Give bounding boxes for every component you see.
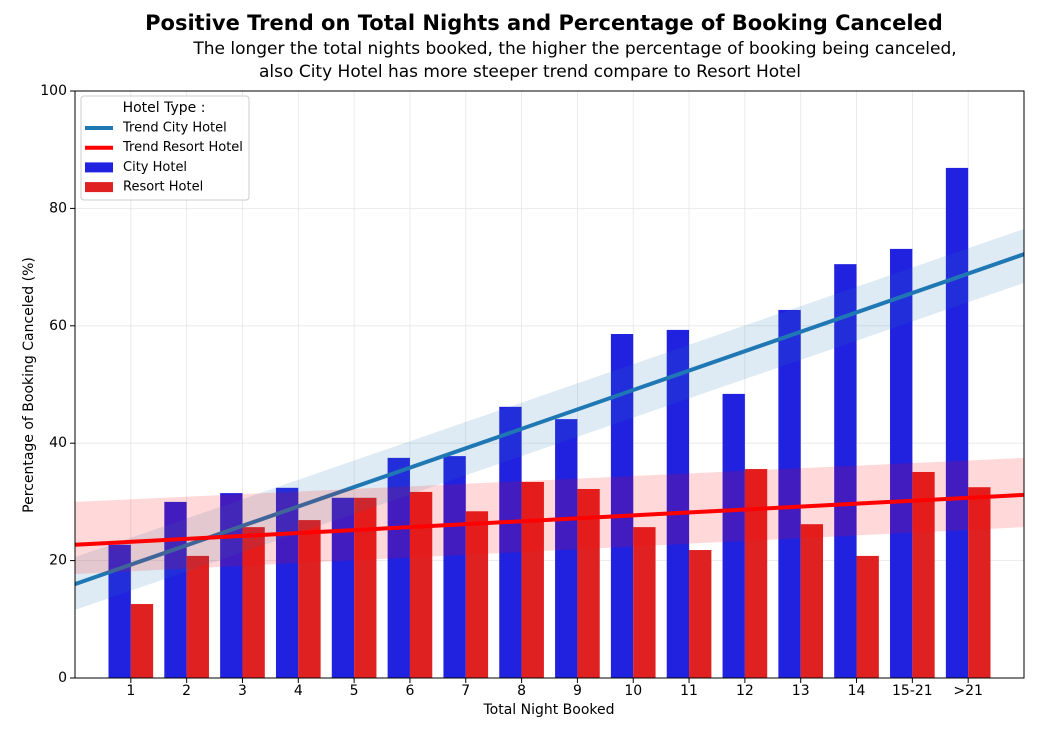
trend-line [74,252,1025,586]
bar [912,471,935,678]
legend-label: Trend City Hotel [122,121,227,136]
x-tick-label: 13 [792,683,810,699]
x-tick-label: 2 [182,683,191,699]
bar [890,248,913,678]
chart-title: Positive Trend on Total Nights and Perce… [145,11,943,35]
bar [130,604,154,678]
legend-title: Hotel Type : [123,100,206,116]
y-axis-label: Percentage of Booking Canceled (%) [21,257,37,513]
y-tick-label: 40 [49,435,67,451]
legend-swatch [85,162,113,173]
bar [220,493,243,678]
bar [800,524,824,678]
x-tick-label: 8 [517,683,526,699]
bar [834,264,857,678]
confidence-band [75,457,1024,575]
x-tick-label: 15-21 [892,683,933,699]
x-tick-label: 7 [461,683,470,699]
y-tick-label: 20 [49,553,67,569]
legend-label: Resort Hotel [123,180,203,195]
bar [945,167,969,678]
x-tick-label: 14 [848,683,866,699]
bar [968,487,991,678]
bar [856,555,879,678]
x-axis-label: Total Night Booked [482,702,614,718]
bar [722,393,745,678]
y-tick-label: 0 [58,670,67,686]
x-tick-label: 1 [126,683,135,699]
bar [610,334,634,678]
y-tick-label: 60 [49,318,67,334]
bar [521,481,544,678]
bar [331,497,355,678]
x-tick-label: 10 [624,683,642,699]
chart-subtitle: also City Hotel has more steeper trend c… [259,62,801,82]
bar [689,550,712,678]
legend-label: Trend Resort Hotel [122,140,243,155]
legend-label: City Hotel [123,160,187,175]
x-tick-label: 4 [294,683,303,699]
bar [577,488,600,678]
plot-frame [74,90,1025,679]
bar [778,309,801,678]
y-tick-label: 100 [40,83,67,99]
bar [555,419,578,678]
trend-line [74,492,1025,547]
bar [465,511,489,678]
y-tick-label: 80 [49,200,67,216]
bar [387,457,410,678]
bar [744,469,768,678]
bar [443,456,466,678]
bar [666,329,690,678]
chart-subtitle: The longer the total nights booked, the … [192,39,956,59]
bar [186,555,209,678]
bar [298,520,321,678]
bar [354,497,377,678]
legend-box [80,95,250,201]
bar [409,491,433,678]
x-tick-label: 3 [238,683,247,699]
x-tick-label: 12 [736,683,754,699]
bar [633,527,656,678]
bar [499,406,522,678]
x-tick-label: 11 [680,683,698,699]
legend-swatch [85,182,113,193]
x-tick-label: 9 [573,683,582,699]
x-tick-label: 6 [405,683,414,699]
bar [108,544,131,678]
bar [242,527,265,678]
x-tick-label: 5 [350,683,359,699]
x-tick-label: >21 [953,683,983,699]
